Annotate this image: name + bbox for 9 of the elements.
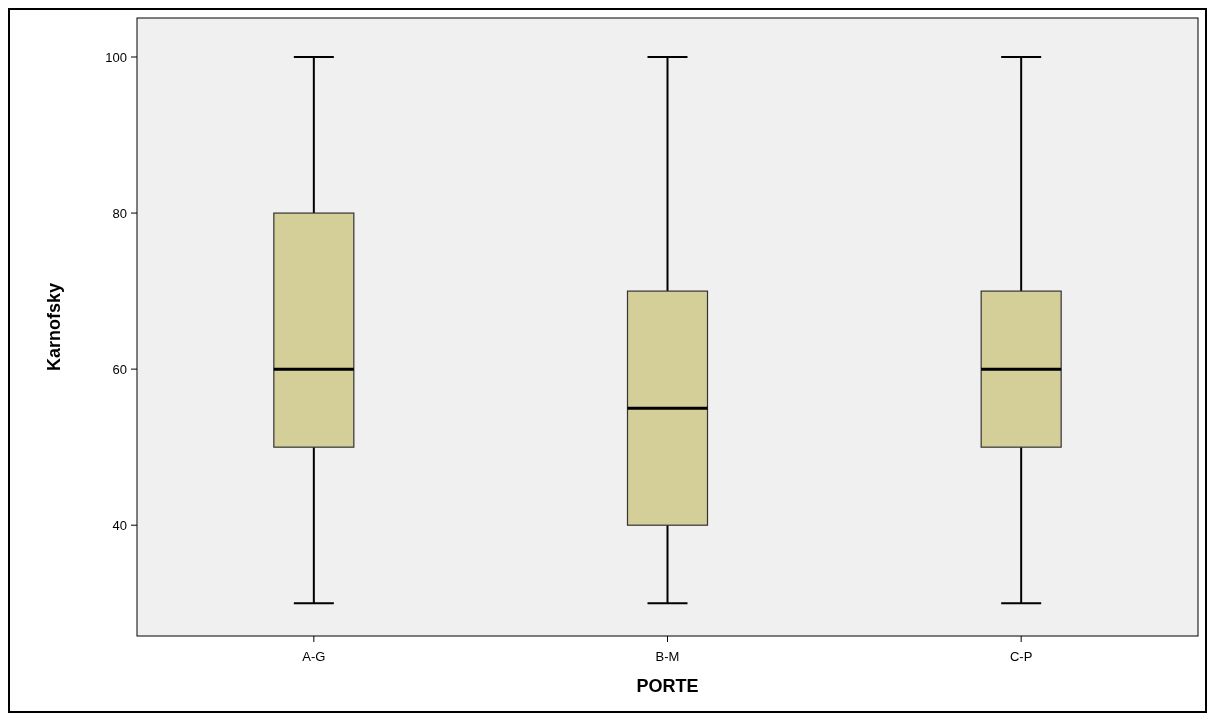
x-tick-label: C-P bbox=[1009, 649, 1033, 664]
x-axis-title: PORTE bbox=[636, 676, 699, 696]
y-tick-label: 80 bbox=[112, 205, 127, 221]
y-tick-label: 60 bbox=[112, 361, 127, 377]
x-tick-label: A-G bbox=[302, 649, 326, 664]
y-tick-label: 100 bbox=[105, 49, 127, 65]
x-tick-label: B-M bbox=[655, 649, 680, 664]
y-axis-title: Karnofsky bbox=[44, 282, 64, 372]
y-tick-label: 40 bbox=[112, 517, 127, 533]
